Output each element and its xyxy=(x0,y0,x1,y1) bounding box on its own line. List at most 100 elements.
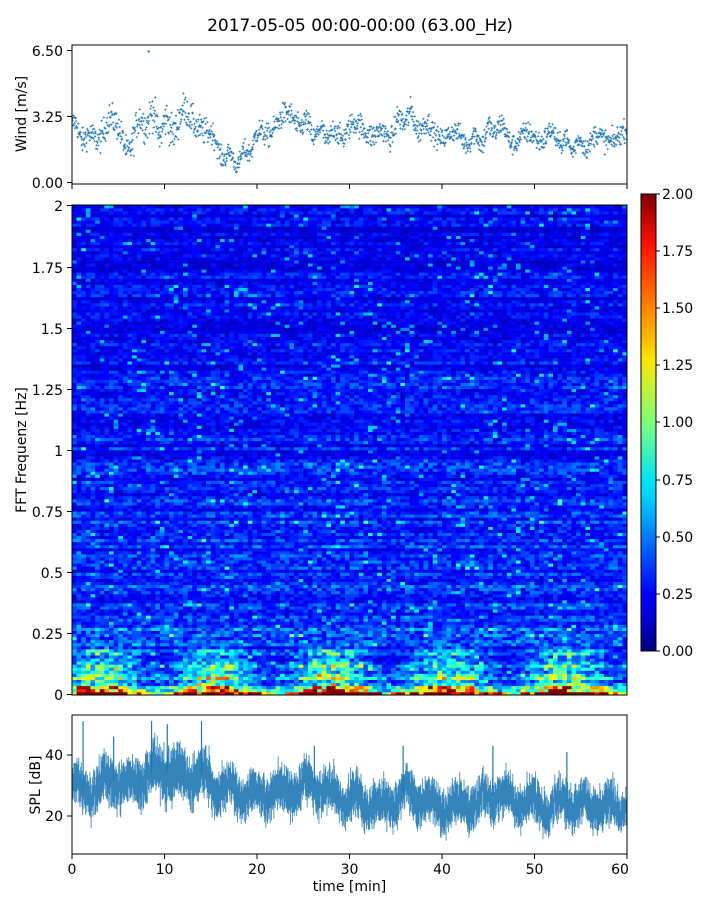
spectrogram-cell xyxy=(127,636,133,641)
wind-point xyxy=(297,116,300,120)
wind-point xyxy=(120,137,124,140)
spectrogram-cell xyxy=(72,627,77,631)
spectrogram-cell xyxy=(548,670,554,674)
spectrogram-cell xyxy=(321,642,327,647)
spectrogram-cell xyxy=(169,652,175,656)
spectrogram-cell xyxy=(187,667,193,671)
spectrogram-cell xyxy=(233,682,239,687)
spectrogram-cell xyxy=(141,658,147,662)
spectrogram-cell xyxy=(520,630,526,635)
wind-point xyxy=(271,131,274,135)
spectrogram-cell xyxy=(81,673,87,677)
spectrogram-cell xyxy=(210,621,216,625)
spectrogram-cell xyxy=(261,658,267,662)
spectrogram-cell xyxy=(99,655,105,659)
wind-point xyxy=(238,162,241,165)
spectrogram-cell xyxy=(460,649,466,653)
spectrogram-cell xyxy=(335,624,341,628)
spectrogram-cell xyxy=(409,618,415,622)
spectrogram-cell xyxy=(571,618,577,622)
wind-point xyxy=(551,122,554,126)
wind-point xyxy=(399,127,402,130)
spectrogram-cell xyxy=(557,673,563,677)
spectrogram-cell xyxy=(122,658,128,662)
spectrogram-cell xyxy=(377,615,383,619)
spectrogram-cell xyxy=(224,639,230,644)
spectrogram-cell xyxy=(210,606,216,610)
wind-point xyxy=(610,143,613,146)
spectrogram-cell xyxy=(580,673,586,677)
wind-point xyxy=(301,131,305,134)
spectrogram-cell xyxy=(331,639,336,644)
spectrogram-cell xyxy=(178,624,184,628)
spectrogram-cell xyxy=(543,673,549,677)
spectrogram-cell xyxy=(368,661,373,665)
spectrogram-cell xyxy=(608,676,614,680)
wind-point xyxy=(115,126,118,129)
spectrogram-cell xyxy=(284,642,290,647)
spectrogram-cell xyxy=(594,642,600,647)
spectrogram-cell xyxy=(608,652,614,656)
spectrogram-cell xyxy=(187,676,193,680)
spectrogram-cell xyxy=(562,670,568,674)
spectrogram-cell xyxy=(95,642,101,647)
spectrogram-cell xyxy=(391,621,397,625)
spectrogram-cell xyxy=(141,688,147,693)
spectrogram-cell xyxy=(354,655,360,659)
spectrogram-cell xyxy=(201,652,207,656)
spectrogram-cell xyxy=(492,636,498,641)
spectrogram-cell xyxy=(307,664,313,668)
spectrogram-cell xyxy=(358,615,364,619)
spectrogram-cell xyxy=(543,658,549,662)
spectrogram-cell xyxy=(72,618,77,622)
spectrogram-cell xyxy=(516,685,521,690)
spectrogram-cell xyxy=(247,673,253,677)
spectrogram-cell xyxy=(132,646,138,650)
spectrogram-cell xyxy=(326,624,332,628)
spectrogram-cell xyxy=(557,636,563,641)
spectrogram-cell xyxy=(529,627,535,631)
wind-point xyxy=(196,129,200,133)
spectrogram-cell xyxy=(76,652,82,656)
wind-point xyxy=(519,132,522,136)
spectrogram-cell xyxy=(368,618,373,622)
spectrogram-cell xyxy=(460,612,466,616)
spectrogram-cell xyxy=(118,627,124,631)
spectrogram-cell xyxy=(562,621,568,625)
spectrogram-cell xyxy=(243,676,249,680)
spectrogram-cell xyxy=(502,624,508,628)
spectrogram-cell xyxy=(590,615,595,619)
wind-point xyxy=(570,151,574,154)
spectrogram-cell xyxy=(173,664,179,668)
spectrogram-cell xyxy=(266,612,272,616)
spectrogram-cell xyxy=(261,679,267,684)
spectrogram-cell xyxy=(76,633,82,638)
spectrogram-cell xyxy=(446,658,452,662)
spectrogram-cell xyxy=(298,633,304,638)
spectrogram-cell xyxy=(553,639,558,644)
spectrogram-cell xyxy=(358,667,364,671)
spectrogram-cell xyxy=(109,661,114,665)
spectrogram-cell xyxy=(529,664,535,668)
spectrogram-cell xyxy=(488,649,494,653)
spectrogram-cell xyxy=(474,673,480,677)
wind-point xyxy=(352,131,355,134)
spectrogram-cell xyxy=(257,667,262,671)
spectrogram-cell xyxy=(275,639,281,644)
spectrogram-cell xyxy=(173,652,179,656)
spectrogram-cell xyxy=(113,652,119,656)
spectrogram-cell xyxy=(159,652,165,656)
spectrogram-cell xyxy=(442,615,447,619)
wind-point xyxy=(489,133,492,136)
spectrogram-cell xyxy=(455,688,461,693)
spectrogram-cell xyxy=(400,652,406,656)
spectrogram-cell xyxy=(432,676,438,680)
spectrogram-cell xyxy=(557,682,563,687)
spectrogram-cell xyxy=(335,606,341,610)
spectrogram-cell xyxy=(247,676,253,680)
spectrogram-cell xyxy=(164,652,170,656)
spectrogram-cell xyxy=(215,630,221,635)
wind-point xyxy=(322,136,325,140)
spectrogram-cell xyxy=(85,609,91,613)
spectrogram-cell xyxy=(270,627,276,631)
